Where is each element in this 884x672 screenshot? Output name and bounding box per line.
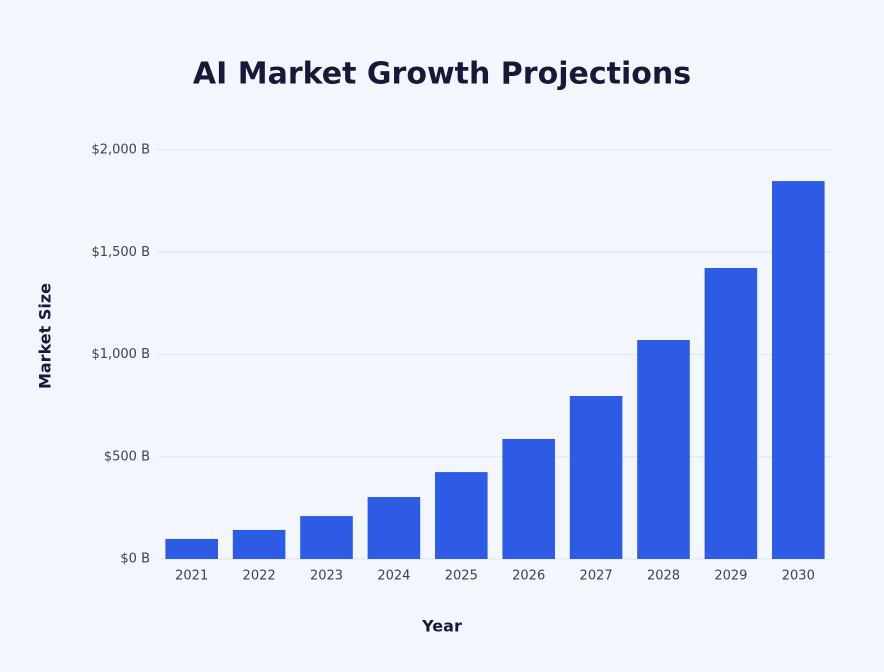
x-tick-label: 2022 (243, 569, 276, 584)
bar (300, 516, 353, 559)
bar (569, 396, 623, 559)
chart-title: AI Market Growth Projections (193, 57, 691, 92)
bar (165, 538, 218, 559)
y-tick-label: $1,500 B (91, 245, 150, 260)
bar (367, 497, 421, 559)
y-tick-label: $0 B (120, 552, 150, 567)
x-tick-label: 2024 (377, 569, 410, 584)
y-tick-label: $500 B (104, 449, 150, 464)
bar (232, 529, 286, 559)
y-tick-label: $2,000 B (91, 143, 150, 158)
x-tick-label: 2025 (445, 569, 478, 584)
y-axis-title: Market Size (36, 283, 55, 389)
x-tick-label: 2021 (175, 569, 208, 584)
y-tick-label: $1,000 B (91, 347, 150, 362)
x-tick-label: 2026 (512, 569, 545, 584)
bar (704, 267, 758, 559)
x-tick-label: 2030 (782, 569, 815, 584)
x-tick-label: 2028 (647, 569, 680, 584)
x-tick-label: 2027 (580, 569, 613, 584)
bar (772, 181, 825, 560)
x-axis-title: Year (421, 617, 462, 636)
x-tick-label: 2029 (714, 569, 747, 584)
bar (435, 472, 488, 559)
x-tick-label: 2023 (310, 569, 343, 584)
bar (502, 438, 555, 559)
bar (637, 339, 690, 559)
